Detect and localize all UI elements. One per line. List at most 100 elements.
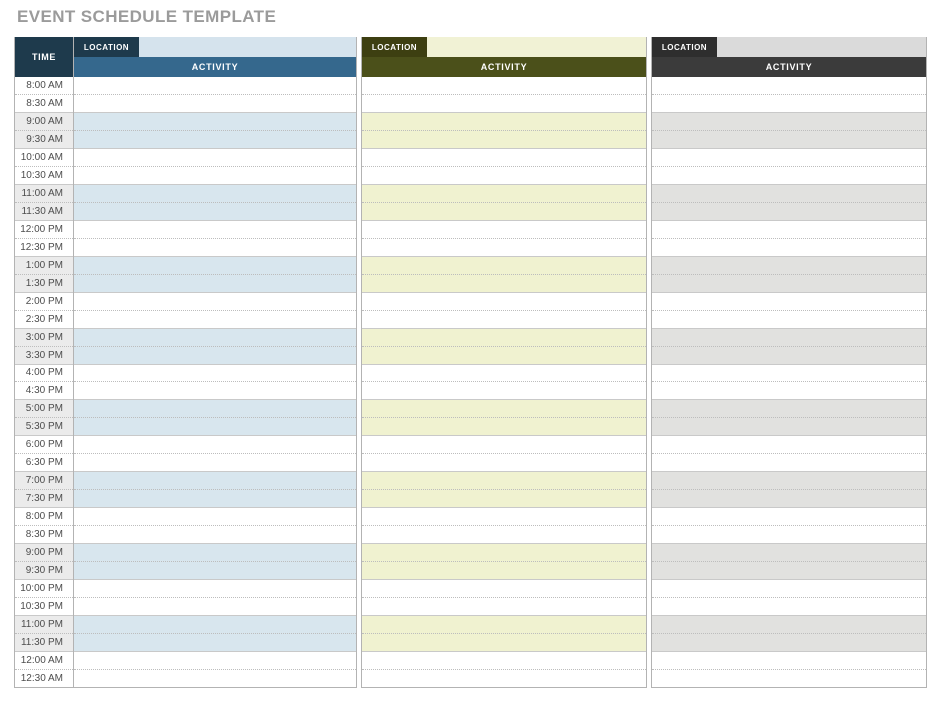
activity-cell[interactable]: [652, 292, 926, 311]
activity-cell[interactable]: [362, 562, 646, 581]
activity-cell[interactable]: [652, 526, 926, 545]
activity-cell[interactable]: [362, 184, 646, 203]
activity-cell[interactable]: [362, 256, 646, 275]
activity-cell[interactable]: [652, 310, 926, 329]
activity-cell[interactable]: [652, 148, 926, 167]
activity-cell[interactable]: [362, 616, 646, 635]
activity-cell[interactable]: [652, 598, 926, 617]
activity-cell[interactable]: [362, 634, 646, 652]
activity-cell[interactable]: [362, 77, 646, 95]
activity-cell[interactable]: [362, 148, 646, 167]
activity-cell[interactable]: [362, 346, 646, 365]
activity-cell[interactable]: [652, 130, 926, 149]
activity-cell[interactable]: [652, 490, 926, 509]
activity-cell[interactable]: [362, 130, 646, 149]
activity-cell[interactable]: [74, 112, 356, 131]
activity-cell[interactable]: [362, 454, 646, 473]
activity-cell[interactable]: [74, 202, 356, 221]
activity-cell[interactable]: [362, 400, 646, 419]
activity-cell[interactable]: [74, 346, 356, 365]
activity-cell[interactable]: [74, 310, 356, 329]
activity-cell[interactable]: [362, 382, 646, 401]
activity-cell[interactable]: [74, 544, 356, 563]
activity-cell[interactable]: [74, 616, 356, 635]
activity-cell[interactable]: [362, 94, 646, 113]
activity-cell[interactable]: [74, 472, 356, 491]
activity-cell[interactable]: [652, 94, 926, 113]
activity-cell[interactable]: [362, 220, 646, 239]
activity-cell[interactable]: [362, 598, 646, 617]
activity-cell[interactable]: [74, 490, 356, 509]
activity-cell[interactable]: [74, 508, 356, 527]
activity-cell[interactable]: [74, 77, 356, 95]
activity-cell[interactable]: [652, 202, 926, 221]
activity-cell[interactable]: [652, 382, 926, 401]
activity-cell[interactable]: [74, 220, 356, 239]
activity-cell[interactable]: [362, 472, 646, 491]
activity-cell[interactable]: [652, 454, 926, 473]
activity-cell[interactable]: [74, 292, 356, 311]
activity-cell[interactable]: [652, 400, 926, 419]
activity-cell[interactable]: [652, 472, 926, 491]
activity-cell[interactable]: [362, 580, 646, 599]
activity-cell[interactable]: [362, 526, 646, 545]
activity-cell[interactable]: [652, 220, 926, 239]
activity-cell[interactable]: [652, 364, 926, 383]
activity-cell[interactable]: [652, 77, 926, 95]
activity-cell[interactable]: [362, 669, 646, 687]
activity-cell[interactable]: [652, 544, 926, 563]
activity-cell[interactable]: [74, 598, 356, 617]
activity-cell[interactable]: [74, 328, 356, 347]
activity-cell[interactable]: [362, 274, 646, 293]
activity-cell[interactable]: [74, 400, 356, 419]
activity-cell[interactable]: [652, 418, 926, 437]
activity-cell[interactable]: [74, 166, 356, 185]
activity-cell[interactable]: [74, 454, 356, 473]
activity-cell[interactable]: [652, 562, 926, 581]
activity-cell[interactable]: [74, 669, 356, 687]
activity-cell[interactable]: [652, 274, 926, 293]
activity-cell[interactable]: [74, 580, 356, 599]
activity-cell[interactable]: [362, 292, 646, 311]
activity-cell[interactable]: [652, 256, 926, 275]
activity-cell[interactable]: [362, 490, 646, 509]
activity-cell[interactable]: [362, 166, 646, 185]
activity-cell[interactable]: [74, 562, 356, 581]
activity-cell[interactable]: [74, 184, 356, 203]
activity-cell[interactable]: [652, 634, 926, 652]
activity-cell[interactable]: [362, 202, 646, 221]
activity-cell[interactable]: [652, 328, 926, 347]
location-input[interactable]: [717, 37, 926, 57]
activity-cell[interactable]: [652, 166, 926, 185]
activity-cell[interactable]: [74, 148, 356, 167]
activity-cell[interactable]: [652, 580, 926, 599]
activity-cell[interactable]: [362, 238, 646, 257]
location-input[interactable]: [427, 37, 646, 57]
activity-cell[interactable]: [74, 634, 356, 652]
activity-cell[interactable]: [362, 544, 646, 563]
activity-cell[interactable]: [74, 256, 356, 275]
activity-cell[interactable]: [362, 418, 646, 437]
activity-cell[interactable]: [652, 652, 926, 670]
activity-cell[interactable]: [74, 436, 356, 455]
activity-cell[interactable]: [362, 364, 646, 383]
activity-cell[interactable]: [74, 652, 356, 670]
activity-cell[interactable]: [362, 508, 646, 527]
activity-cell[interactable]: [362, 652, 646, 670]
activity-cell[interactable]: [652, 112, 926, 131]
activity-cell[interactable]: [362, 112, 646, 131]
activity-cell[interactable]: [652, 508, 926, 527]
activity-cell[interactable]: [74, 364, 356, 383]
activity-cell[interactable]: [74, 274, 356, 293]
activity-cell[interactable]: [652, 184, 926, 203]
activity-cell[interactable]: [652, 616, 926, 635]
activity-cell[interactable]: [652, 238, 926, 257]
activity-cell[interactable]: [652, 669, 926, 687]
activity-cell[interactable]: [74, 130, 356, 149]
location-input[interactable]: [139, 37, 356, 57]
activity-cell[interactable]: [74, 94, 356, 113]
activity-cell[interactable]: [652, 436, 926, 455]
activity-cell[interactable]: [652, 346, 926, 365]
activity-cell[interactable]: [362, 436, 646, 455]
activity-cell[interactable]: [74, 418, 356, 437]
